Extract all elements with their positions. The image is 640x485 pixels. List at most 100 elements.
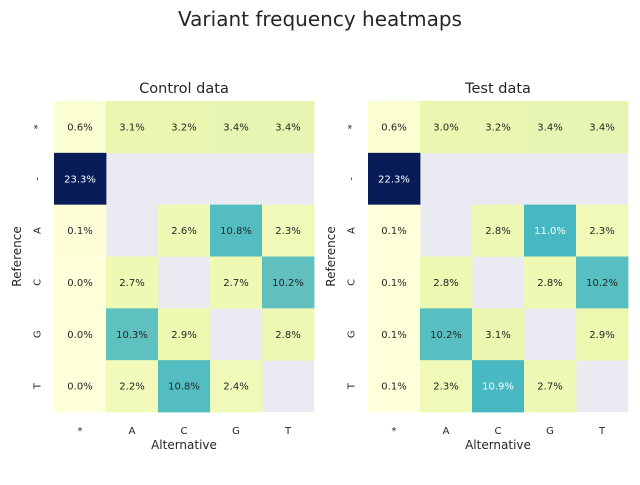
cell-label: 3.4% [537,122,562,133]
heatmap-cell [158,204,211,257]
y-tick-label: - [347,177,358,181]
heatmap-cell [54,256,107,309]
heatmap-cell [524,101,577,154]
cell-label: 3.2% [485,122,510,133]
cell-label: 0.1% [381,278,406,289]
heatmap-cell [54,152,107,206]
x-tick-label: * [78,426,83,437]
y-tick-label: * [32,124,43,129]
x-tick-label: G [546,426,554,437]
x-axis-label: Alternative [151,438,217,452]
heatmap-cell [472,308,525,361]
cell-label: 0.1% [381,330,406,341]
heatmap-cell [210,101,263,154]
cell-label: 3.0% [433,122,458,133]
y-tick-label: T [33,382,44,390]
heatmap-cell [576,204,629,257]
y-axis-label: Reference [324,226,338,286]
x-tick-label: C [495,426,502,437]
heatmap-cell [576,256,629,309]
heatmap-panel-0: 0.6% 3.1% 3.2% 3.4% 3.4% 23.3% 0.1% 2.6% 10.8% 2.… [10,81,315,452]
heatmap-cell [210,256,263,309]
heatmap-cell [54,101,107,154]
heatmap-cell [368,152,421,206]
heatmap-cell [524,360,577,413]
heatmap-cell [472,101,525,154]
cell-label: 2.3% [275,226,300,237]
cell-label: 2.2% [119,382,144,393]
cell-label: 2.7% [119,278,144,289]
cell-label: 23.3% [64,174,96,185]
figure-title: Variant frequency heatmaps [178,7,462,31]
heatmap-cell [368,204,421,257]
heatmap-cell [368,256,421,309]
heatmap-cell [524,256,577,309]
heatmap-cell [420,256,473,309]
heatmap-cell [368,308,421,361]
cell-label: 3.2% [171,122,196,133]
cell-label: 2.6% [171,226,196,237]
cell-label: 10.8% [168,382,200,393]
cell-label: 2.7% [537,382,562,393]
cell-label: 2.9% [589,330,614,341]
cell-label: 0.1% [381,382,406,393]
cell-label: 11.0% [534,226,566,237]
cell-label: 2.3% [589,226,614,237]
cell-label: 10.9% [482,382,514,393]
cell-label: 3.1% [485,330,510,341]
heatmap-cell [472,360,525,413]
x-tick-label: G [232,426,240,437]
x-axis-label: Alternative [465,438,531,452]
cell-label: 0.0% [67,330,92,341]
cell-label: 2.3% [433,382,458,393]
heatmap-cell [262,308,315,361]
cell-label: 0.0% [67,382,92,393]
cell-label: 2.8% [485,226,510,237]
x-tick-label: A [443,426,450,437]
y-tick-label: A [33,227,44,234]
x-tick-label: C [181,426,188,437]
heatmap-cell [262,256,315,309]
heatmap-cell [472,204,525,257]
y-tick-label: * [347,124,358,129]
cell-label: 2.8% [433,278,458,289]
heatmap-cell [54,360,107,413]
cell-label: 2.8% [275,330,300,341]
heatmap-cell [210,204,263,257]
cell-label: 3.1% [119,122,144,133]
y-tick-label: C [347,279,358,286]
heatmap-cell [420,360,473,413]
cell-label: 0.6% [381,122,406,133]
x-tick-label: T [598,426,606,437]
heatmap-cell [106,101,159,154]
cell-label: 2.7% [223,278,248,289]
cell-label: 10.2% [430,330,462,341]
heatmap-cell [262,101,315,154]
heatmap-cell [106,360,159,413]
heatmap-cell [106,256,159,309]
heatmap-cell [368,360,421,413]
cell-label: 10.2% [586,278,618,289]
heatmap-cell [158,308,211,361]
heatmap-cell [210,360,263,413]
y-tick-label: T [347,382,358,390]
panel-title: Control data [139,81,229,97]
cell-label: 0.1% [381,226,406,237]
y-tick-label: - [33,177,44,181]
cell-label: 0.0% [67,278,92,289]
cell-label: 2.9% [171,330,196,341]
cell-label: 0.6% [67,122,92,133]
x-tick-label: A [129,426,136,437]
heatmap-cell [158,360,211,413]
heatmap-cell [420,101,473,154]
heatmap-cell [576,308,629,361]
y-tick-label: A [347,227,358,234]
y-tick-label: C [33,279,44,286]
heatmap-cell [576,101,629,154]
cell-label: 10.3% [116,330,148,341]
heatmap-cell [420,308,473,361]
heatmap-cell [368,101,421,154]
x-tick-label: * [392,426,397,437]
cell-label: 3.4% [223,122,248,133]
